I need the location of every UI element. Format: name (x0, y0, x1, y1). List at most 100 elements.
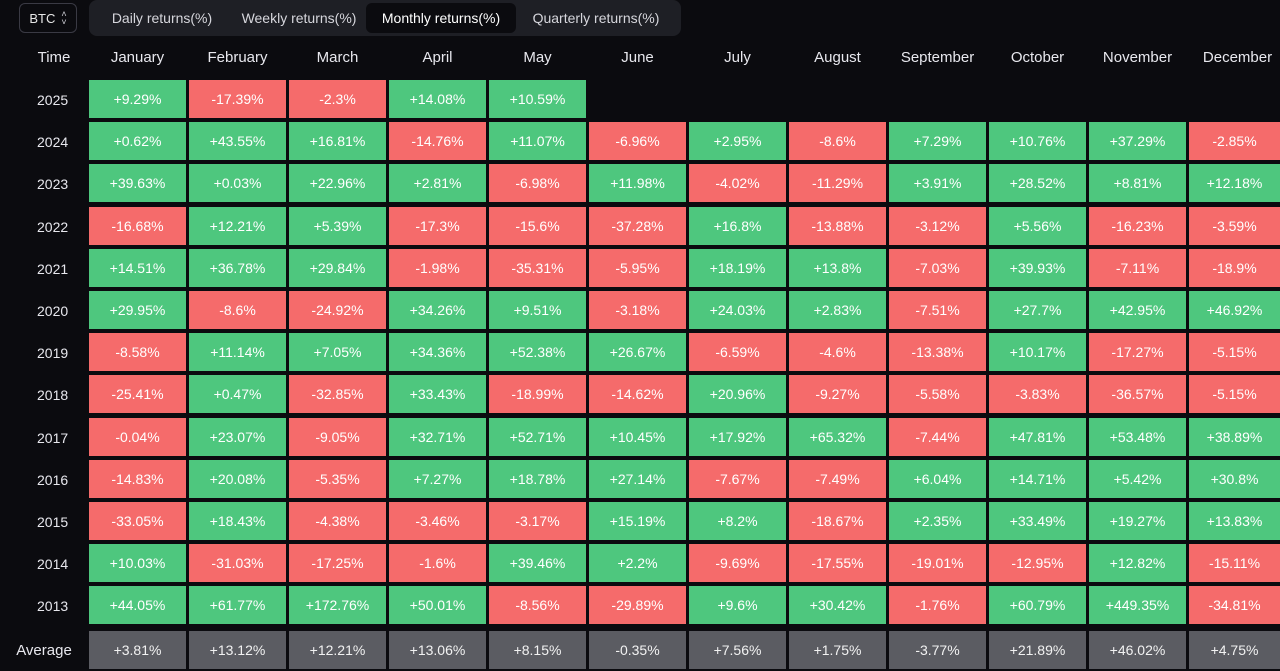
return-cell: +20.96% (689, 375, 786, 414)
return-cell: +38.89% (1189, 417, 1280, 456)
month-header-may: May (523, 49, 552, 66)
row-year: 2024 (37, 134, 69, 151)
return-cell: -24.92% (289, 291, 386, 329)
return-cell: -6.59% (689, 333, 786, 372)
return-cell: +37.29% (1089, 122, 1186, 161)
return-cell: -31.03% (189, 544, 286, 583)
return-cell: -18.99% (489, 375, 586, 414)
return-cell: +17.92% (689, 417, 786, 456)
average-cell: +13.12% (189, 630, 286, 669)
average-cell: -3.77% (889, 630, 986, 669)
return-cell: +39.46% (489, 544, 586, 583)
return-cell: +27.7% (989, 291, 1086, 329)
average-cell: +46.02% (1089, 630, 1186, 669)
return-cell: +19.27% (1089, 502, 1186, 540)
return-cell: +26.67% (589, 333, 686, 372)
return-cell: -14.83% (89, 459, 186, 498)
return-cell: +44.05% (89, 586, 186, 625)
returns-tabs: Daily returns(%) Weekly returns(%) Month… (89, 0, 681, 36)
return-cell: +11.98% (589, 164, 686, 203)
average-cell: +4.75% (1189, 630, 1280, 669)
return-cell: +61.77% (189, 586, 286, 625)
average-cell: +21.89% (989, 630, 1086, 669)
table-row: 2024 +0.62% +43.55% +16.81% -14.76% +11.07% -6… (0, 122, 1280, 162)
return-cell: -14.76% (389, 122, 486, 161)
tab-weekly-returns[interactable]: Weekly returns(%) (241, 10, 357, 26)
return-cell: -5.15% (1189, 375, 1280, 414)
return-cell: +12.18% (1189, 164, 1280, 203)
return-cell: -7.03% (889, 248, 986, 287)
return-cell: +16.81% (289, 122, 386, 161)
return-cell: -5.58% (889, 375, 986, 414)
return-cell: -37.28% (589, 206, 686, 245)
return-cell: -33.05% (89, 502, 186, 540)
row-year: 2017 (37, 429, 69, 446)
table-row: 2021 +14.51% +36.78% +29.84% -1.98% -35.31% -5… (0, 248, 1280, 289)
return-cell: -3.18% (589, 291, 686, 329)
tab-quarterly-returns[interactable]: Quarterly returns(%) (532, 10, 660, 26)
return-cell: +30.8% (1189, 459, 1280, 498)
month-header-march: March (316, 49, 359, 66)
return-cell: +11.14% (189, 333, 286, 372)
return-cell: -29.89% (589, 586, 686, 625)
return-cell: +13.83% (1189, 502, 1280, 540)
row-year: 2022 (37, 218, 69, 235)
return-cell: -25.41% (89, 375, 186, 414)
return-cell: +60.79% (989, 586, 1086, 625)
return-cell: +36.78% (189, 248, 286, 287)
average-cell: +13.06% (389, 630, 486, 669)
tab-daily-returns[interactable]: Daily returns(%) (111, 10, 213, 26)
return-cell: -7.49% (789, 459, 886, 498)
return-cell: +449.35% (1089, 586, 1186, 625)
return-cell: +6.04% (889, 459, 986, 498)
return-cell: +20.08% (189, 459, 286, 498)
return-cell: +7.27% (389, 459, 486, 498)
return-cell: -12.95% (989, 544, 1086, 583)
time-header: Time (37, 49, 71, 66)
table-row: 2025 +9.29% -17.39% -2.3% +14.08% +10.59% (0, 80, 1280, 120)
asset-select-label: BTC (29, 10, 56, 26)
return-cell: -8.6% (789, 122, 886, 161)
tab-monthly-returns[interactable]: Monthly returns(%) (366, 3, 516, 33)
return-cell: -8.56% (489, 586, 586, 625)
table-row: 2023 +39.63% +0.03% +22.96% +2.81% -6.98% +11.… (0, 164, 1280, 204)
return-cell: -35.31% (489, 248, 586, 287)
return-cell: -2.3% (289, 80, 386, 118)
return-cell: -3.83% (989, 375, 1086, 414)
return-cell: +28.52% (989, 164, 1086, 203)
return-cell: +0.03% (189, 164, 286, 203)
table-header-row: Time January February March April May June Jul… (0, 38, 1280, 78)
return-cell: +52.71% (489, 417, 586, 456)
return-cell: +15.19% (589, 502, 686, 540)
return-cell: -7.44% (889, 417, 986, 456)
return-cell: -14.62% (589, 375, 686, 414)
return-cell: -0.04% (89, 417, 186, 456)
asset-select[interactable]: BTC ˄ ˅ (19, 3, 77, 33)
return-cell: -13.38% (889, 333, 986, 372)
return-cell: +14.08% (389, 80, 486, 118)
return-cell: +22.96% (289, 164, 386, 203)
return-cell: +2.83% (789, 291, 886, 329)
return-cell: +52.38% (489, 333, 586, 372)
return-cell: -4.02% (689, 164, 786, 203)
return-cell: +16.8% (689, 206, 786, 245)
average-cell: +12.21% (289, 630, 386, 669)
return-cell: +18.19% (689, 248, 786, 287)
return-cell: +2.35% (889, 502, 986, 540)
return-cell: +2.95% (689, 122, 786, 161)
return-cell: +18.78% (489, 459, 586, 498)
month-header-december: December (1202, 49, 1273, 66)
return-cell: -5.95% (589, 248, 686, 287)
return-cell: +27.14% (589, 459, 686, 498)
return-cell: -9.27% (789, 375, 886, 414)
return-cell: -9.69% (689, 544, 786, 583)
return-cell: +34.36% (389, 333, 486, 372)
return-cell: +7.05% (289, 333, 386, 372)
row-year: 2014 (37, 556, 69, 573)
return-cell: +65.32% (789, 417, 886, 456)
row-year: 2025 (37, 92, 69, 108)
return-cell: +30.42% (789, 586, 886, 625)
return-cell: +9.29% (89, 80, 186, 118)
return-cell: +5.39% (289, 206, 386, 245)
return-cell: -5.35% (289, 459, 386, 498)
